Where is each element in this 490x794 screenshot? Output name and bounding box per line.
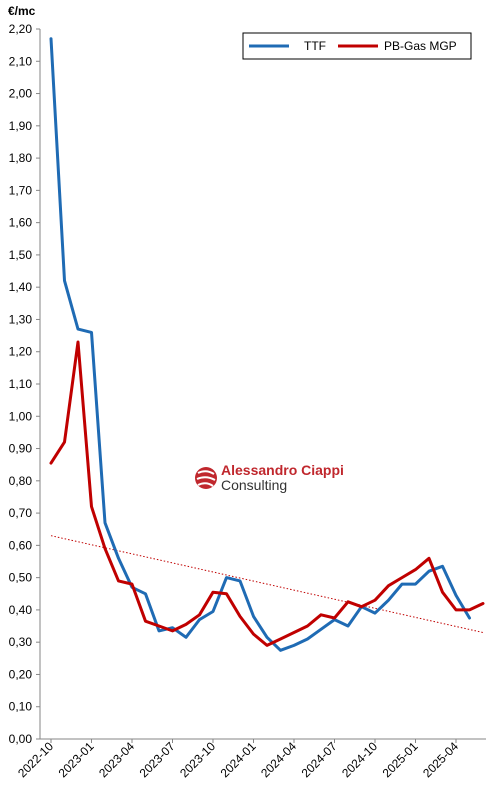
x-axis: 2022-10 2023-01 2023-04 2023-07 2023-10 2024-… (15, 738, 486, 780)
y-tick-label: 0,30 (9, 635, 33, 649)
y-tick-label: 2,10 (9, 54, 33, 68)
x-tick-label: 2024-01 (218, 739, 259, 780)
legend-label-ttf: TTF (304, 39, 326, 53)
y-tick-label: 2,00 (9, 87, 33, 101)
y-tick-label: 1,50 (9, 248, 33, 262)
y-tick-label: 0,50 (9, 571, 33, 585)
x-tick-label: 2023-10 (177, 739, 218, 780)
x-tick-label: 2023-01 (56, 739, 97, 780)
company-logo-icon (195, 467, 217, 489)
y-tick-label: 1,00 (9, 409, 33, 423)
y-tick-label: 1,70 (9, 183, 33, 197)
x-tick-label: 2023-07 (137, 739, 178, 780)
y-tick-label: 1,90 (9, 119, 33, 133)
y-tick-label: 0,70 (9, 506, 33, 520)
series-ttf-line (49, 37, 471, 652)
y-tick-label: 0,20 (9, 667, 33, 681)
y-tick-label: 1,20 (9, 345, 33, 359)
trendline (50, 535, 484, 633)
x-tick-label: 2024-04 (258, 739, 299, 780)
y-tick-label: 1,60 (9, 216, 33, 230)
unit-label: €/mc (8, 4, 36, 18)
y-tick-label: 1,30 (9, 312, 33, 326)
series-pb-gas-mgp-line (49, 340, 485, 647)
x-tick-label: 2025-01 (380, 739, 421, 780)
y-tick-label: 0,80 (9, 474, 33, 488)
watermark-company-subtitle: Consulting (221, 477, 287, 493)
legend: TTF PB-Gas MGP (242, 32, 472, 60)
y-tick-label: 0,60 (9, 538, 33, 552)
y-axis: 0,00 0,10 0,20 0,30 0,40 0,50 0,60 0,70 0,80 0,90… (9, 22, 41, 746)
x-tick-label: 2025-04 (420, 739, 461, 780)
y-tick-label: 2,20 (9, 22, 33, 36)
x-tick-label: 2024-07 (299, 739, 340, 780)
watermark: Alessandro Ciappi Consulting (195, 462, 344, 493)
legend-label-pb-gas-mgp: PB-Gas MGP (384, 39, 457, 53)
y-tick-label: 1,40 (9, 280, 33, 294)
y-tick-label: 0,10 (9, 700, 33, 714)
x-tick-label: 2023-04 (96, 739, 137, 780)
x-tick-label: 2024-10 (339, 739, 380, 780)
y-tick-label: 1,10 (9, 377, 33, 391)
y-tick-label: 0,40 (9, 603, 33, 617)
y-tick-label: 0,00 (9, 732, 33, 746)
watermark-company-name: Alessandro Ciappi (221, 462, 344, 478)
y-tick-label: 1,80 (9, 151, 33, 165)
y-tick-label: 0,90 (9, 442, 33, 456)
